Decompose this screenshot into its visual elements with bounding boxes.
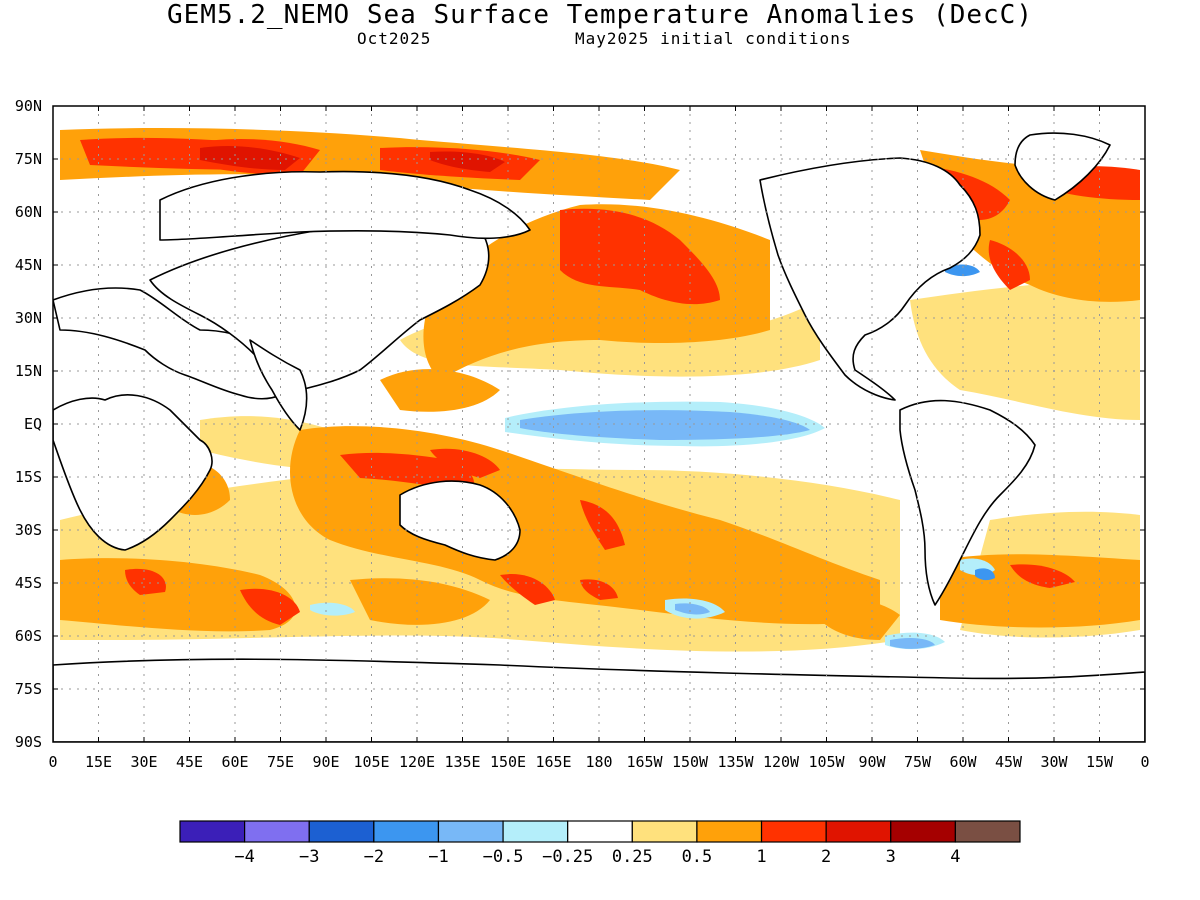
- longitude-label: 0: [1140, 753, 1149, 771]
- colorbar-swatch: [954, 820, 1021, 843]
- colorbar-swatch: [179, 820, 246, 843]
- anomaly-field: [53, 106, 1145, 742]
- longitude-label: 135W: [717, 753, 754, 771]
- longitude-axis: 0 15E 30E 45E 60E 75E 90E 105E 120E 135E 150E 165E 1…: [48, 753, 1149, 771]
- longitude-label: 120W: [763, 753, 800, 771]
- longitude-label: 15W: [1086, 753, 1114, 771]
- colorbar-label: 0.25: [612, 847, 653, 867]
- colorbar-swatch: [244, 820, 310, 843]
- latitude-label: 75N: [15, 150, 42, 168]
- colorbar-label: 4: [950, 847, 960, 867]
- colorbar-label: −0.5: [483, 847, 524, 867]
- latitude-label: 60N: [15, 203, 42, 221]
- colorbar-swatch: [502, 820, 569, 843]
- longitude-label: 180: [585, 753, 612, 771]
- longitude-label: 60W: [949, 753, 977, 771]
- colorbar-swatch: [760, 820, 827, 843]
- longitude-label: 0: [48, 753, 57, 771]
- colorbar-label: −4: [234, 847, 254, 867]
- latitude-label: 90N: [15, 97, 42, 115]
- latitude-label: 15N: [15, 362, 42, 380]
- longitude-label: 75E: [267, 753, 294, 771]
- longitude-label: 60E: [221, 753, 248, 771]
- colorbar-label: −0.25: [542, 847, 593, 867]
- latitude-label: 15S: [15, 468, 42, 486]
- longitude-label: 105E: [353, 753, 389, 771]
- colorbar-labels: −4 −3 −2 −1 −0.5 −0.25 0.25 0.5 1 2 3 4: [234, 847, 960, 867]
- coastlines: [53, 132, 1145, 742]
- colorbar-swatch: [437, 820, 504, 843]
- latitude-label: EQ: [24, 415, 42, 433]
- colorbar-swatch: [696, 820, 763, 843]
- longitude-label: 90W: [858, 753, 886, 771]
- map-title: GEM5.2_NEMO Sea Surface Temperature Anom…: [167, 0, 1033, 30]
- longitude-label: 150W: [672, 753, 709, 771]
- colorbar-label: 2: [821, 847, 831, 867]
- colorbar-swatch: [890, 820, 956, 843]
- latitude-label: 90S: [15, 733, 42, 751]
- latitude-label: 30N: [15, 309, 42, 327]
- longitude-label: 45W: [995, 753, 1023, 771]
- colorbar-label: 3: [886, 847, 896, 867]
- colorbar-swatch: [308, 820, 375, 843]
- latitude-label: 45N: [15, 256, 42, 274]
- colorbar-label: 0.5: [682, 847, 713, 867]
- longitude-label: 30E: [130, 753, 157, 771]
- colorbar-label: −3: [299, 847, 319, 867]
- axis-ticks: [52, 105, 1146, 743]
- colorbar: [179, 820, 1021, 843]
- graticule: [53, 106, 1145, 742]
- colorbar-swatch: [567, 820, 633, 843]
- longitude-label: 165E: [535, 753, 571, 771]
- colorbar-swatch: [631, 820, 698, 843]
- colorbar-swatch: [373, 820, 440, 843]
- longitude-label: 165W: [626, 753, 663, 771]
- colorbar-swatch: [825, 820, 892, 843]
- longitude-label: 45E: [176, 753, 203, 771]
- longitude-label: 105W: [808, 753, 845, 771]
- longitude-label: 150E: [490, 753, 526, 771]
- longitude-label: 90E: [312, 753, 339, 771]
- longitude-label: 135E: [444, 753, 480, 771]
- initial-conditions-label: May2025 initial conditions: [575, 29, 852, 48]
- colorbar-label: −1: [428, 847, 448, 867]
- latitude-label: 45S: [15, 574, 42, 592]
- longitude-label: 120E: [399, 753, 435, 771]
- longitude-label: 30W: [1040, 753, 1068, 771]
- colorbar-label: 1: [756, 847, 766, 867]
- latitude-label: 30S: [15, 521, 42, 539]
- latitude-label: 60S: [15, 627, 42, 645]
- latitude-axis: 90N 75N 60N 45N 30N 15N EQ 15S 30S 45S 60S 75S 90S: [15, 97, 42, 751]
- longitude-label: 75W: [904, 753, 932, 771]
- longitude-label: 15E: [85, 753, 112, 771]
- colorbar-label: −2: [364, 847, 384, 867]
- latitude-label: 75S: [15, 680, 42, 698]
- forecast-month: Oct2025: [357, 29, 432, 48]
